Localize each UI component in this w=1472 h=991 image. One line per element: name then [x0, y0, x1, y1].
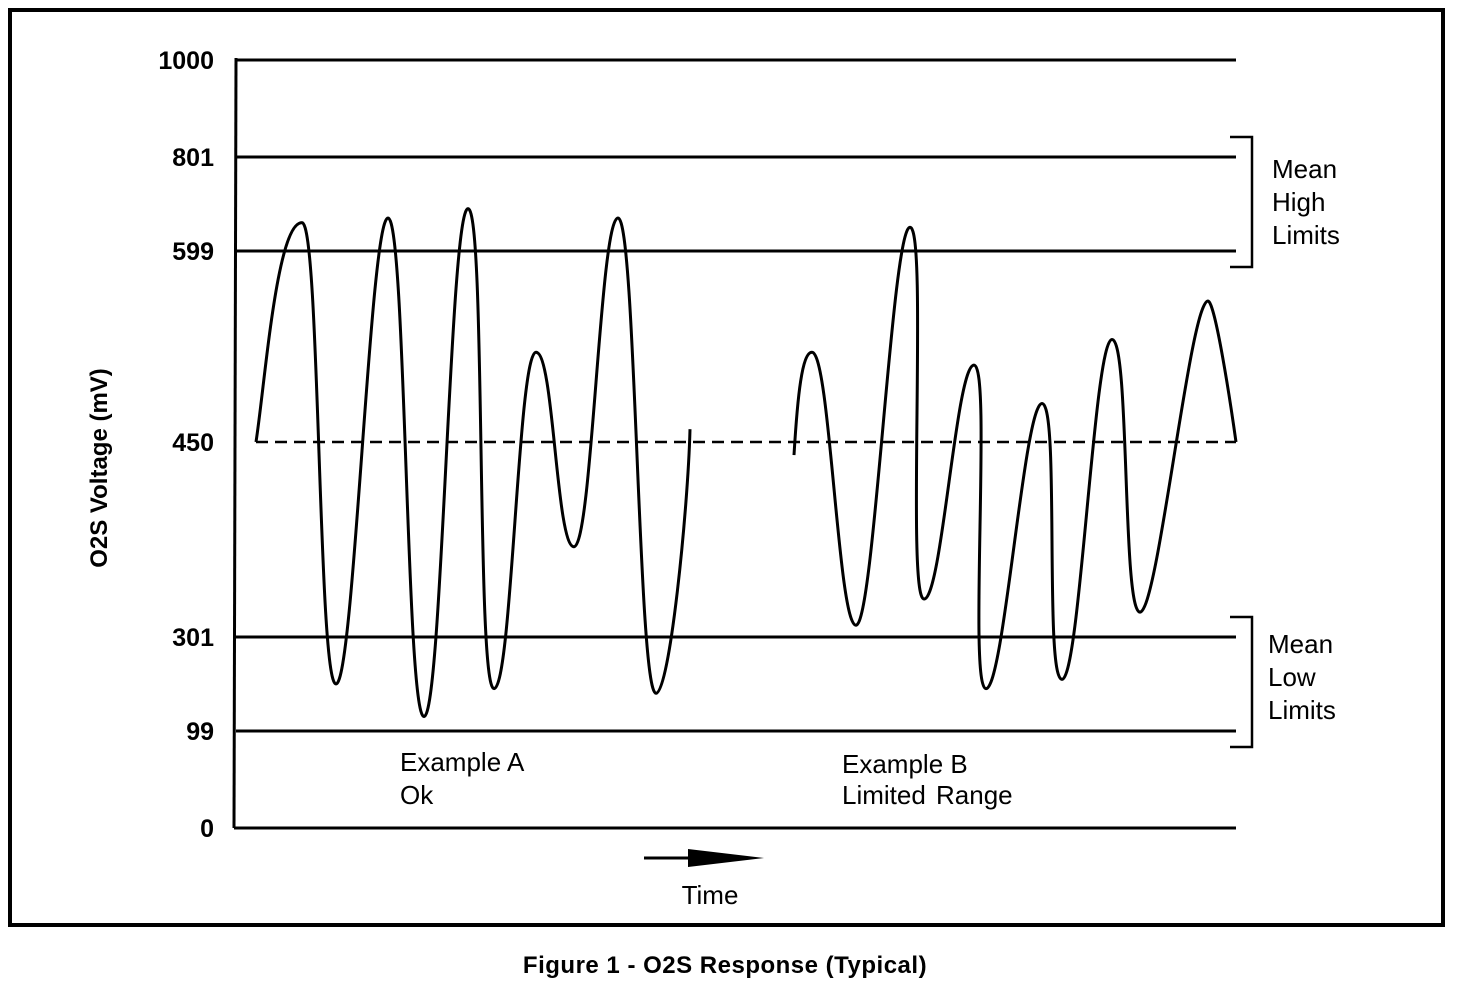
y-axis-label: O2S Voltage (mV): [86, 368, 113, 568]
y-tick-label: 301: [172, 624, 214, 652]
y-tick-label: 450: [172, 429, 214, 457]
band-label-line: Limits: [1272, 220, 1340, 250]
y-tick-labels: 1000 801 599 450 301 99 0: [158, 47, 214, 843]
annotation-text: Limited: [842, 780, 926, 810]
reference-lines: [234, 58, 1236, 830]
y-tick-label: 1000: [158, 47, 214, 75]
series-line-example-a: [254, 207, 692, 719]
annotation-text: Range: [936, 780, 1013, 810]
limit-brackets: [1230, 135, 1254, 749]
y-tick-label: 801: [172, 144, 214, 172]
band-label-line: Limits: [1268, 695, 1336, 725]
series-group: [254, 207, 1238, 719]
limit-bracket: [1230, 615, 1254, 749]
band-label-line: Mean: [1272, 154, 1337, 184]
band-label-line: Mean: [1268, 629, 1333, 659]
time-arrow-icon: [644, 849, 764, 867]
y-tick-label: 599: [172, 238, 214, 266]
annotation-text: Example B: [842, 749, 968, 779]
figure-border: [8, 8, 1445, 927]
annotation-text: Ok: [400, 780, 434, 810]
annotation-text: Example A: [400, 747, 525, 777]
limit-bracket: [1230, 135, 1254, 269]
x-axis-label: Time: [682, 880, 739, 910]
band-label-line: Low: [1268, 662, 1316, 692]
y-tick-label: 99: [186, 718, 214, 746]
y-axis: [232, 57, 238, 829]
y-tick-label: 0: [200, 815, 214, 843]
figure-caption: Figure 1 - O2S Response (Typical): [523, 952, 927, 979]
band-label-line: High: [1272, 187, 1325, 217]
series-line-example-b: [792, 225, 1238, 691]
